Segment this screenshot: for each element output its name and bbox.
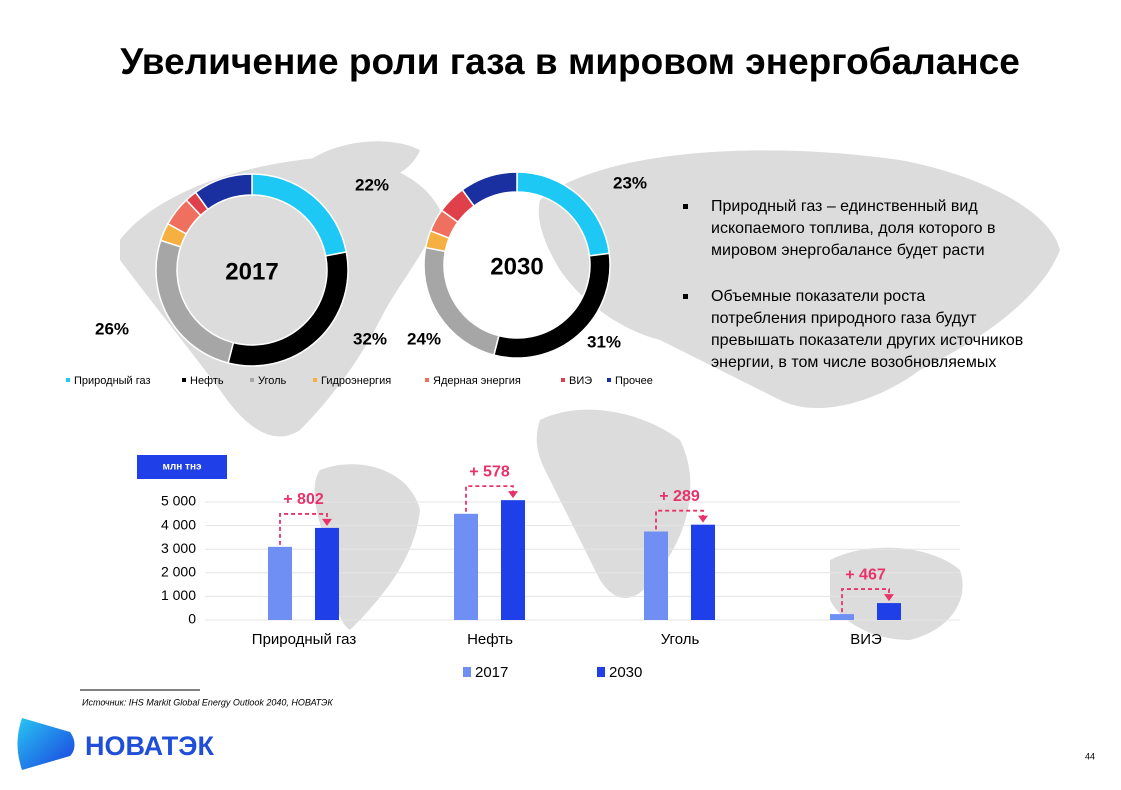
value-label: 23%: [613, 173, 647, 192]
legend-label: ВИЭ: [569, 375, 592, 387]
legend-label: Уголь: [258, 375, 287, 387]
arrow-head: [698, 515, 708, 523]
bar: [830, 614, 854, 620]
legend-label: Природный газ: [74, 375, 151, 387]
legend-swatch: [250, 378, 254, 382]
legend-label: Гидроэнергия: [321, 375, 391, 387]
bar: [454, 513, 478, 620]
donut-segment: [461, 171, 518, 207]
bullet-marker: [683, 294, 688, 299]
legend-swatch: [425, 378, 429, 382]
x-tick-label: Природный газ: [252, 631, 357, 648]
value-label: 32%: [353, 329, 387, 348]
unit-label: млн тнэ: [162, 462, 202, 473]
value-label: 24%: [407, 329, 441, 348]
y-tick-label: 4 000: [161, 516, 196, 532]
title: Увеличение роли газа в мировом энергобал…: [120, 41, 1020, 82]
annotation: + 467: [845, 566, 886, 583]
x-tick-label: ВИЭ: [850, 631, 882, 648]
page-number: 44: [1085, 751, 1095, 761]
bar: [877, 603, 901, 620]
x-tick-label: Уголь: [661, 631, 700, 648]
bullet-text: мировом энергобалансе будет расти: [711, 242, 985, 259]
bullet-marker: [683, 204, 688, 209]
legend-swatch: [66, 378, 70, 382]
annotation: + 289: [659, 488, 700, 505]
legend-swatch: [313, 378, 317, 382]
bullet-text: потребления природного газа будут: [711, 310, 977, 327]
bullet-text: ископаемого топлива, доля которого в: [711, 220, 996, 237]
annotation: + 578: [469, 463, 510, 480]
difference-arrow: [465, 485, 514, 512]
world-map: [120, 141, 1060, 640]
y-tick-label: 2 000: [161, 564, 196, 580]
legend-label: 2030: [609, 664, 642, 681]
bar: [501, 500, 525, 620]
x-tick-label: Нефть: [467, 631, 513, 648]
y-tick-label: 5 000: [161, 493, 196, 509]
bar: [691, 524, 715, 620]
bullet-text: энергии, в том числе возобновляемых: [711, 354, 996, 371]
logo: НОВАТЭК: [85, 731, 215, 761]
value-label: 22%: [355, 175, 389, 194]
unit-box: [137, 455, 227, 479]
donut-segment: [194, 173, 253, 211]
value-label: 31%: [587, 332, 621, 351]
legend-label: Прочее: [615, 375, 653, 387]
legend-label: 2017: [475, 664, 508, 681]
legend-swatch: [561, 378, 565, 382]
source: Источник: IHS Markit Global Energy Outlo…: [82, 697, 333, 707]
bullet-text: Объемные показатели роста: [711, 288, 925, 305]
legend-swatch: [597, 667, 605, 677]
bar: [315, 527, 339, 620]
bullet-text: превышать показатели других источников: [711, 332, 1023, 349]
arrow-head: [322, 518, 332, 526]
legend-swatch: [607, 378, 611, 382]
legend-label: Ядерная энергия: [433, 375, 521, 387]
arrow-head: [884, 594, 894, 602]
bar: [268, 546, 292, 620]
y-tick-label: 0: [188, 611, 196, 627]
bar: [644, 531, 668, 620]
y-tick-label: 3 000: [161, 540, 196, 556]
y-tick-label: 1 000: [161, 587, 196, 603]
difference-arrow: [655, 509, 704, 530]
legend-label: Нефть: [190, 375, 224, 387]
arrow-head: [508, 491, 518, 499]
donut-center-label: 2017: [225, 258, 278, 285]
donut-center-label: 2030: [490, 253, 543, 280]
logo-icon: [17, 718, 75, 770]
annotation: + 802: [283, 491, 324, 508]
bullet-text: Природный газ – единственный вид: [711, 198, 978, 215]
legend-swatch: [182, 378, 186, 382]
difference-arrow: [841, 588, 890, 613]
legend-swatch: [463, 667, 471, 677]
difference-arrow: [279, 513, 328, 545]
value-label: 26%: [95, 319, 129, 338]
